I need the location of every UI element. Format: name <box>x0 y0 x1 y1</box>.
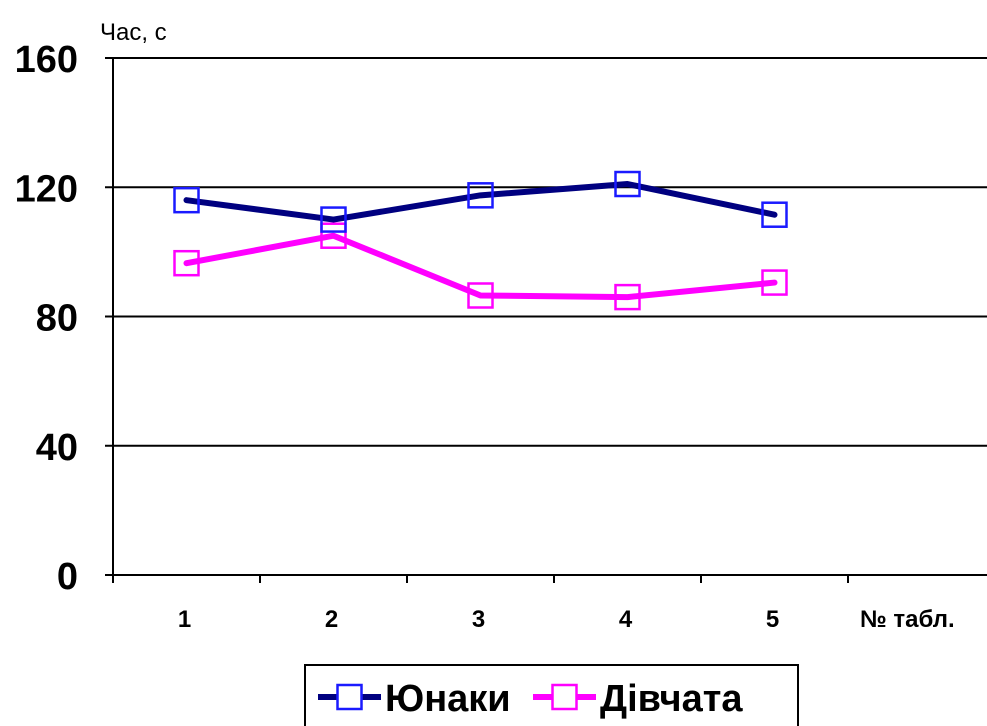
x-tick-label: 3 <box>472 606 485 633</box>
legend-frame <box>304 664 799 726</box>
data-point-marker <box>320 222 347 249</box>
x-tick-label: 5 <box>766 606 779 633</box>
legend: Юнаки Дівчата <box>304 664 799 726</box>
data-point-marker <box>761 201 788 228</box>
axes <box>105 57 987 583</box>
x-tick-labels: 1 2 3 4 5 <box>178 606 779 633</box>
series-1 <box>173 170 788 233</box>
y-tick-label: 160 <box>15 39 78 81</box>
x-tick-label: 4 <box>619 606 633 633</box>
x-tick-label: 2 <box>325 606 338 633</box>
y-axis-title: Час, с <box>100 19 167 46</box>
x-tick-label: 1 <box>178 606 191 633</box>
y-tick-labels: 0 40 80 120 160 <box>15 39 78 598</box>
y-tick-label: 120 <box>15 168 78 210</box>
legend-marker-swatch <box>551 683 578 711</box>
data-point-marker <box>614 170 641 198</box>
legend-marker-swatch <box>336 683 363 711</box>
series-line <box>183 232 778 301</box>
x-axis-title: № табл. <box>860 606 955 633</box>
data-point-marker <box>761 269 788 296</box>
y-tick-label: 80 <box>36 298 78 340</box>
data-point-marker <box>320 206 347 233</box>
data-point-marker <box>614 283 641 311</box>
series-line <box>183 181 778 223</box>
legend-items: Юнаки Дівчата <box>318 678 743 720</box>
legend-label: Юнаки <box>385 678 511 720</box>
legend-label: Дівчата <box>600 678 743 720</box>
legend-item-2: Дівчата <box>533 678 743 720</box>
data-point-marker <box>173 186 200 214</box>
data-point-marker <box>467 282 494 309</box>
y-tick-label: 40 <box>36 427 78 469</box>
series-2 <box>173 222 788 311</box>
series-layer <box>173 170 788 311</box>
y-tick-label: 0 <box>57 556 78 598</box>
data-point-marker <box>467 182 494 209</box>
data-point-marker <box>173 249 200 277</box>
legend-item-1: Юнаки <box>318 678 511 720</box>
